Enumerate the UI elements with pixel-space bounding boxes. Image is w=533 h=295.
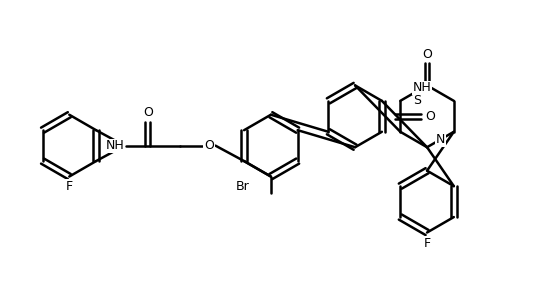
Text: F: F xyxy=(66,180,73,193)
Text: NH: NH xyxy=(413,81,431,94)
Text: S: S xyxy=(413,94,422,107)
Text: O: O xyxy=(143,106,152,119)
Text: O: O xyxy=(425,110,435,123)
Text: F: F xyxy=(424,237,431,250)
Text: O: O xyxy=(422,48,432,61)
Text: NH: NH xyxy=(106,139,124,152)
Text: Br: Br xyxy=(236,180,249,193)
Text: O: O xyxy=(204,139,214,152)
Text: N: N xyxy=(436,133,445,146)
